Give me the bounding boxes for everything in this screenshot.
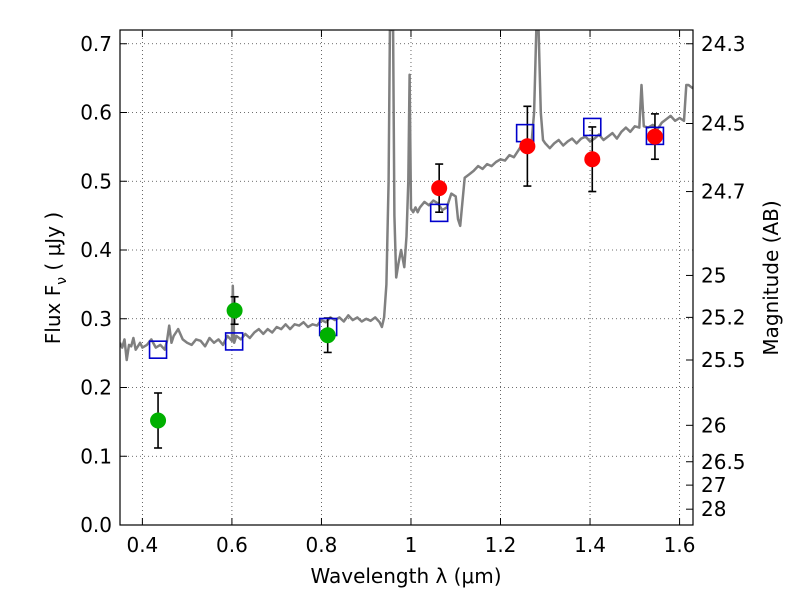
y-tick-label: 0.2 xyxy=(80,376,112,400)
y-tick-label: 0.1 xyxy=(80,444,112,468)
y2-tick-label: 24.5 xyxy=(701,112,746,136)
model-spectrum-line xyxy=(120,30,693,362)
x-axis-label: Wavelength λ (μm) xyxy=(310,564,501,588)
grid-lines xyxy=(120,30,693,526)
y2-tick-label: 26.5 xyxy=(701,450,746,474)
y2-tick-label: 28 xyxy=(701,497,726,521)
x-tick-label: 0.6 xyxy=(216,533,248,557)
y-axis-label-main: Flux F xyxy=(41,285,65,344)
y-tick-label: 0.7 xyxy=(80,32,112,56)
y2-tick-label: 25.2 xyxy=(701,305,746,329)
y-axis-label: Flux Fν ( μJy ) xyxy=(41,212,70,344)
y-tick-label: 0.0 xyxy=(80,513,112,537)
model-photometry-square xyxy=(148,340,168,359)
plot-area xyxy=(120,30,693,449)
y2-tick-label: 27 xyxy=(701,473,726,497)
optical-data-point xyxy=(150,412,167,429)
x-tick-label: 1.6 xyxy=(664,533,696,557)
x-tick-label: 0.8 xyxy=(306,533,338,557)
y2-axis-label: Magnitude (AB) xyxy=(759,200,783,355)
nir-data-point xyxy=(584,151,601,168)
y2-tick-label: 26 xyxy=(701,413,726,437)
x-tick-label: 1.2 xyxy=(485,533,517,557)
x-tick-label: 1.4 xyxy=(574,533,606,557)
x-tick-label: 0.4 xyxy=(126,533,158,557)
nir-data-point xyxy=(646,128,663,145)
y-axis-label-unit: ( μJy ) xyxy=(41,212,65,277)
y-tick-label: 0.4 xyxy=(80,238,112,262)
y2-tick-label: 25.5 xyxy=(701,348,746,372)
model-photometry-square xyxy=(224,332,244,351)
y-tick-label: 0.6 xyxy=(80,101,112,125)
y-tick-label: 0.5 xyxy=(80,169,112,193)
y-axis-label-subscript: ν xyxy=(54,277,70,285)
x-tick-label: 1 xyxy=(405,533,418,557)
optical-data-point xyxy=(319,327,336,344)
y2-tick-label: 24.7 xyxy=(701,180,746,204)
y2-tick-label: 25 xyxy=(701,263,726,287)
model-photometry-square xyxy=(582,117,602,137)
y2-tick-label: 24.3 xyxy=(701,32,746,56)
plot-frame xyxy=(119,29,694,526)
axis-ticks: 0.4 0.6 0.8 1 1.2 1.4 1.6 0.0 0.1 0.2 0.3 0.4 0.5 0.6… xyxy=(80,30,746,557)
nir-data-point xyxy=(431,180,448,197)
y-tick-label: 0.3 xyxy=(80,307,112,331)
model-photometry-square xyxy=(429,203,449,223)
optical-data-point xyxy=(226,302,243,319)
nir-data-point xyxy=(519,138,536,155)
